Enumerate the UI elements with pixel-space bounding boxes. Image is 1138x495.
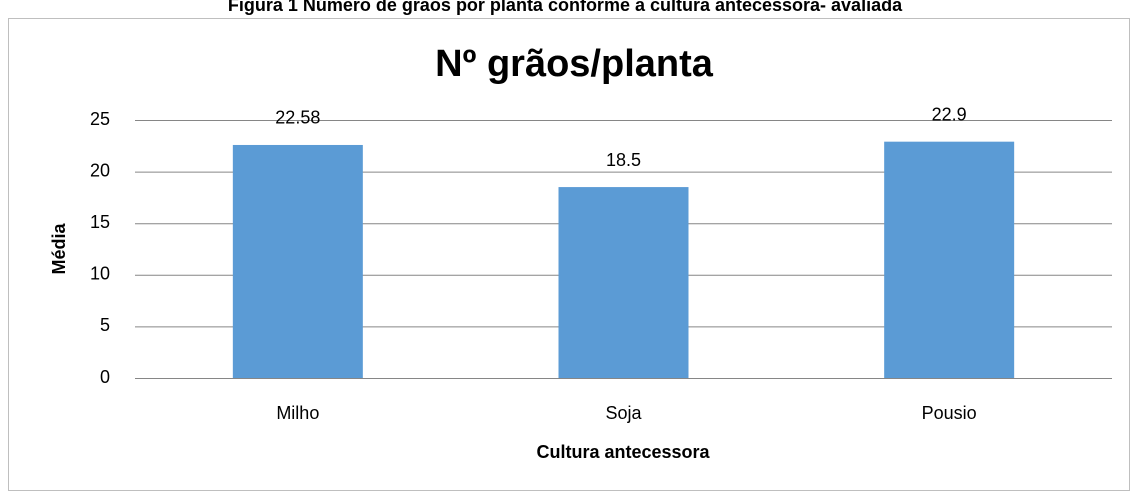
y-tick-label: 0 <box>100 367 110 387</box>
y-tick-label: 5 <box>100 315 110 335</box>
y-tick-label: 10 <box>90 264 110 284</box>
y-tick-label: 15 <box>90 212 110 232</box>
x-tick-label: Pousio <box>922 403 977 423</box>
y-tick-label: 25 <box>90 109 110 129</box>
y-axis-title: Média <box>49 223 69 275</box>
chart-title: Nº grãos/planta <box>435 43 714 85</box>
x-tick-label: Milho <box>276 403 319 423</box>
bar <box>558 187 689 378</box>
value-label: 18.5 <box>606 150 641 170</box>
x-axis-title: Cultura antecessora <box>536 442 710 462</box>
value-label: 22.9 <box>932 104 967 124</box>
bar <box>884 141 1015 378</box>
value-label: 22.58 <box>275 108 320 128</box>
figure-caption: Figura 1 Número de grãos por planta conf… <box>228 0 903 15</box>
x-tick-label: Soja <box>605 403 642 423</box>
y-tick-label: 20 <box>90 160 110 180</box>
bar <box>232 144 363 378</box>
